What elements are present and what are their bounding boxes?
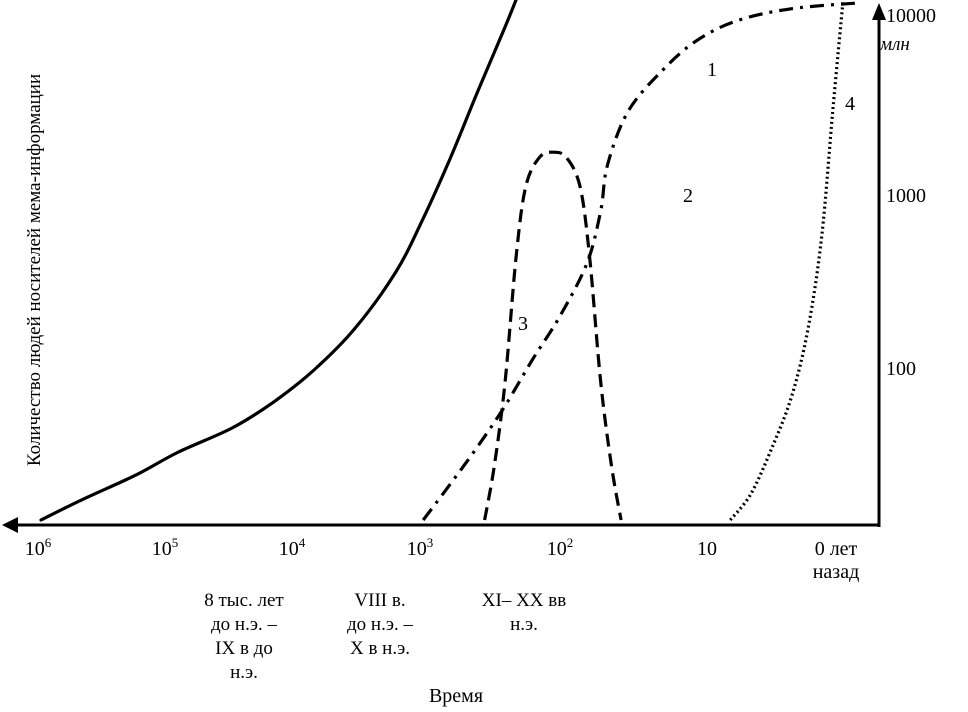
- series-1-label: 1: [707, 59, 717, 81]
- x-axis-arrow-icon: [2, 517, 18, 533]
- x-tick-label: 10: [697, 538, 717, 560]
- series-1-line: [39, 0, 518, 522]
- series-2-label: 2: [683, 185, 693, 207]
- y-tick-label: 100: [886, 358, 916, 380]
- x-tick-label-line2: назад: [813, 561, 860, 583]
- x-tick-label: 104: [279, 535, 306, 560]
- era-label: VIII в. до н.э. – X в н.э.: [347, 590, 413, 659]
- y-axis-label: Количество людей носителей мема-информац…: [24, 74, 45, 466]
- series-3-label: 3: [518, 313, 528, 335]
- x-tick-label: 103: [407, 535, 434, 560]
- x-tick-label: 105: [152, 535, 179, 560]
- y-tick-label: 1000: [886, 185, 926, 207]
- series-3-line: [483, 150, 623, 521]
- era-label: XI– XX вв н.э.: [482, 590, 566, 635]
- x-axis: [2, 517, 880, 533]
- y-axis: [872, 3, 886, 527]
- x-tick-label: 102: [547, 535, 574, 560]
- series-2-line: [421, 1, 861, 521]
- x-tick-label: 0 лет: [815, 538, 858, 560]
- label-layer: 1 2 3 4: [518, 59, 855, 335]
- series-4-line: [729, 0, 845, 522]
- series-layer: [39, 0, 861, 522]
- y-axis-arrow-icon: [872, 3, 886, 20]
- x-tick-label: 106: [25, 535, 52, 560]
- era-label: 8 тыс. лет до н.э. – IX в до н.э.: [204, 590, 284, 683]
- y-tick-label: 10000: [886, 5, 936, 27]
- y-unit-label: млн: [879, 34, 910, 55]
- y-tick-labels: 10000 1000 100 млн: [879, 5, 936, 380]
- era-labels: 8 тыс. лет до н.э. – IX в до н.э. VIII в. до …: [204, 590, 566, 683]
- series-4-label: 4: [845, 93, 855, 115]
- x-axis-label: Время: [429, 685, 483, 707]
